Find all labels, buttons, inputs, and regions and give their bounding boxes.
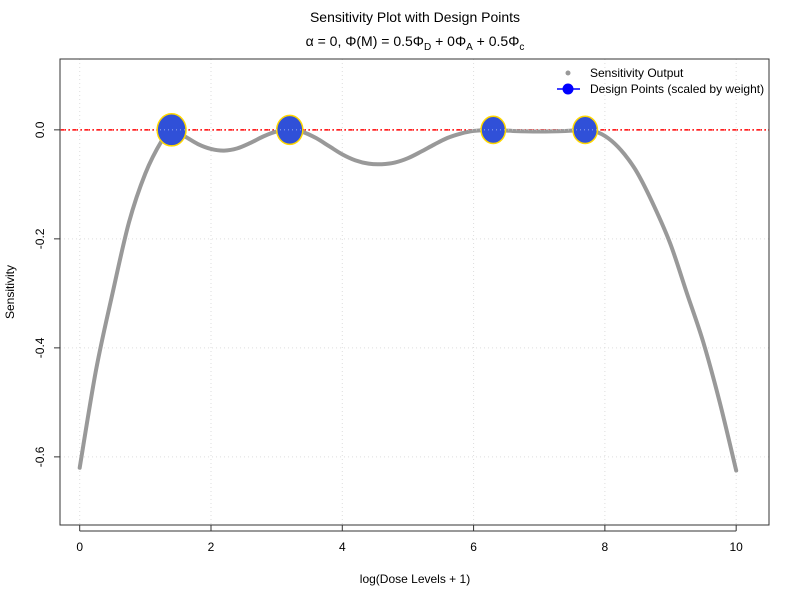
x-tick-label: 8 bbox=[602, 540, 609, 554]
plot-frame bbox=[59, 58, 770, 526]
y-tick-label: 0.0 bbox=[33, 121, 47, 138]
design-point bbox=[156, 113, 187, 147]
sensitivity-line bbox=[77, 127, 739, 473]
x-tick-label: 2 bbox=[208, 540, 215, 554]
y-tick-label: -0.4 bbox=[33, 337, 47, 358]
design-points bbox=[60, 113, 769, 147]
x-tick-label: 10 bbox=[729, 540, 743, 554]
x-axis-label: log(Dose Levels + 1) bbox=[360, 572, 470, 586]
legend-label-design: Design Points (scaled by weight) bbox=[590, 82, 764, 96]
y-axis: 0.0 -0.2 -0.4 -0.6 bbox=[33, 121, 60, 467]
design-point bbox=[480, 115, 507, 145]
x-tick-label: 6 bbox=[470, 540, 477, 554]
y-tick-label: -0.2 bbox=[33, 228, 47, 249]
legend: Sensitivity Output Design Points (scaled… bbox=[557, 66, 764, 96]
y-axis-label: Sensitivity bbox=[3, 265, 17, 319]
x-tick-label: 4 bbox=[339, 540, 346, 554]
legend-label-sensitivity: Sensitivity Output bbox=[590, 66, 684, 80]
y-tick-label: -0.6 bbox=[33, 446, 47, 467]
sensitivity-curve bbox=[77, 127, 739, 473]
x-tick-label: 0 bbox=[76, 540, 83, 554]
chart-subtitle: α = 0, Φ(M) = 0.5ΦD + 0ΦA + 0.5Φc bbox=[306, 33, 525, 53]
legend-marker-sensitivity bbox=[565, 70, 571, 76]
x-axis: 0 2 4 6 8 10 bbox=[76, 525, 743, 554]
legend-marker-design bbox=[562, 83, 574, 95]
chart-title: Sensitivity Plot with Design Points bbox=[310, 9, 520, 25]
grid bbox=[60, 59, 769, 525]
